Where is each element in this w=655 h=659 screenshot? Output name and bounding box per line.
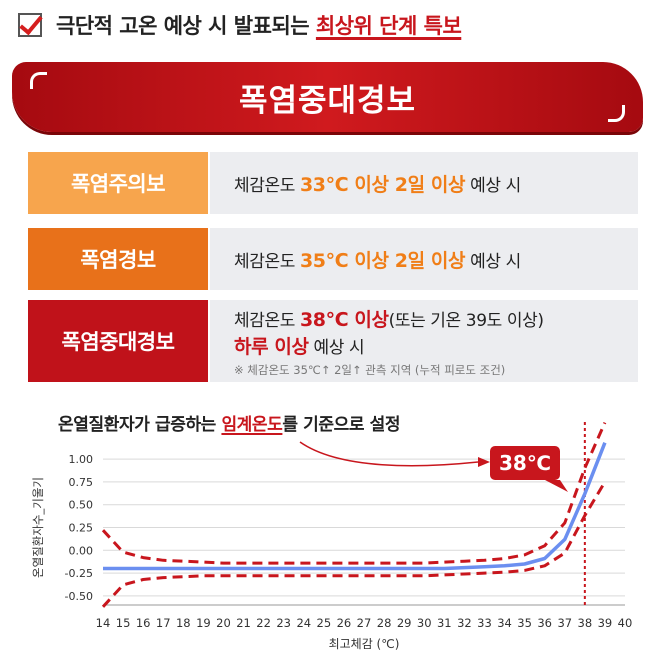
y-tick-label: 0.50 [69,499,94,512]
x-tick-label: 18 [176,616,191,630]
y-tick-label: -0.25 [65,567,93,580]
x-tick-label: 25 [317,616,332,630]
x-tick-label: 31 [437,616,452,630]
x-tick-label: 35 [517,616,532,630]
desc-line: 체감온도 33℃ 이상 2일 이상 예상 시 [234,170,638,197]
level-label: 폭염중대경보 [28,300,208,382]
y-axis-title: 온열질환자수_기울기 [31,477,45,578]
level-label: 폭염경보 [28,228,208,290]
chart-section: 온열질환자가 급증하는 임계온도를 기준으로 설정 -0.50 -0.25 0.00… [0,400,655,659]
headline-prefix: 극단적 고온 예상 시 발표되는 [56,14,316,38]
headline-highlight: 최상위 단계 특보 [315,14,462,38]
desc-pre: 체감온도 [234,175,300,196]
annotation-arrow [299,441,479,467]
level-row-advisory: 폭염주의보 체감온도 33℃ 이상 2일 이상 예상 시 [28,152,638,214]
callout-pointer [545,480,568,492]
chart-title-highlight: 임계온도 [221,415,283,435]
desc-highlight: 35℃ 이상 2일 이상 [299,249,466,272]
annotation-arrowhead [478,457,490,467]
desc2-highlight: 하루 이상 [234,335,309,358]
confidence-band-line [101,421,607,565]
callout-box [490,446,560,480]
x-tick-label: 32 [457,616,472,630]
desc-post: 예상 시 [465,175,521,196]
line-chart: -0.50 -0.25 0.00 0.25 0.50 0.75 1.00 14 15 16 17 18… [31,421,633,651]
headline: 극단적 고온 예상 시 발표되는 최상위 단계 특보 [18,8,462,42]
x-tick-label: 28 [377,616,392,630]
x-tick-label: 30 [417,616,432,630]
x-tick-label: 26 [337,616,352,630]
x-tick-label: 24 [296,616,311,630]
y-tick-label: 0.75 [69,476,94,489]
level-desc: 체감온도 33℃ 이상 2일 이상 예상 시 [210,152,638,214]
x-tick-label: 17 [156,616,171,630]
desc-highlight: 38℃ 이상 [299,308,389,331]
x-tick-label: 29 [397,616,412,630]
x-tick-label: 33 [477,616,492,630]
y-tick-label: -0.50 [65,590,93,603]
level-label: 폭염주의보 [28,152,208,214]
desc-pre: 체감온도 [234,251,300,272]
desc-highlight: 33℃ 이상 2일 이상 [299,173,466,196]
x-tick-label: 36 [537,616,552,630]
x-tick-label: 22 [256,616,271,630]
checkbox-icon [18,13,42,37]
x-tick-label: 23 [276,616,291,630]
x-axis-title: 최고체감 (℃) [329,637,400,651]
x-tick-label: 27 [357,616,372,630]
x-tick-label: 37 [557,616,572,630]
chart-title-pre: 온열질환자가 급증하는 [58,415,222,435]
desc-line: 체감온도 38℃ 이상(또는 기온 39도 이상) [234,305,638,332]
x-tick-label: 39 [598,616,613,630]
confidence-band-line [101,481,607,608]
title-banner: 폭염중대경보 [12,62,643,132]
x-tick-label: 40 [618,616,633,630]
desc-line-2: 하루 이상 예상 시 [234,332,638,359]
headline-text: 극단적 고온 예상 시 발표되는 최상위 단계 특보 [56,10,462,40]
chart-title-post: 를 기준으로 설정 [282,415,401,435]
desc-post: (또는 기온 39도 이상) [388,310,544,331]
x-tick-label: 15 [116,616,131,630]
banner-title: 폭염중대경보 [238,82,417,119]
y-tick-label: 0.00 [69,544,94,557]
level-desc: 체감온도 38℃ 이상(또는 기온 39도 이상) 하루 이상 예상 시 ※ 체… [210,300,638,382]
level-row-warning: 폭염경보 체감온도 35℃ 이상 2일 이상 예상 시 [28,228,638,290]
x-tick-label: 20 [216,616,231,630]
chart-title: 온열질환자가 급증하는 임계온도를 기준으로 설정 [58,410,401,435]
desc-pre: 체감온도 [234,310,300,331]
x-tick-label: 38 [578,616,593,630]
x-tick-label: 19 [196,616,211,630]
x-tick-label: 16 [136,616,151,630]
desc-post: 예상 시 [465,251,521,272]
x-tick-label: 34 [497,616,512,630]
x-tick-label: 14 [96,616,111,630]
x-tick-label: 21 [236,616,251,630]
mean-slope-line [103,442,607,571]
callout-label: 38℃ [499,451,551,475]
threshold-callout: 38℃ [490,446,568,492]
y-tick-label: 1.00 [69,453,94,466]
desc-note: ※ 체감온도 35℃↑ 2일↑ 관측 지역 (누적 피로도 조건) [234,362,506,377]
level-row-severe-warning: 폭염중대경보 체감온도 38℃ 이상(또는 기온 39도 이상) 하루 이상 예… [28,300,638,382]
desc2-post: 예상 시 [308,337,365,358]
desc-line: 체감온도 35℃ 이상 2일 이상 예상 시 [234,246,638,273]
level-desc: 체감온도 35℃ 이상 2일 이상 예상 시 [210,228,638,290]
y-tick-label: 0.25 [69,522,94,535]
